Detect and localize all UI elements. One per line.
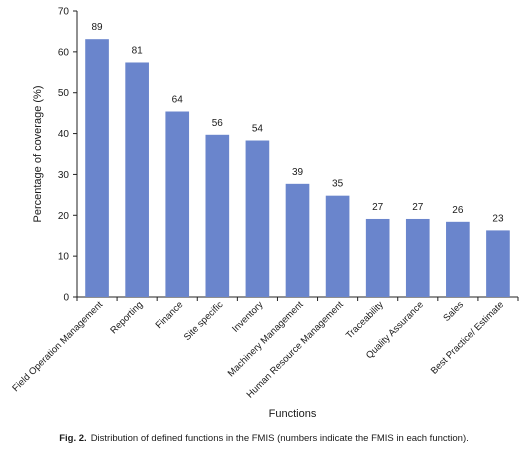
y-tick-label: 40 [58, 129, 70, 140]
figure-caption: Fig. 2. Distribution of defined functions… [0, 433, 528, 444]
data-label: 27 [372, 202, 384, 213]
bar [165, 111, 190, 297]
x-tick-labels: Field Operation Management Reporting Finan… [10, 299, 506, 400]
bars [85, 39, 510, 298]
bar [85, 39, 109, 297]
x-tick-label: Machinery Management [226, 299, 306, 379]
bar [325, 195, 350, 297]
data-labels: 89 81 64 56 54 39 35 27 27 26 23 [91, 22, 503, 224]
y-tick-label: 60 [58, 47, 70, 58]
x-tick-label: Reporting [108, 299, 145, 336]
data-label: 39 [292, 167, 304, 178]
bar [365, 218, 390, 297]
x-tick-label: Best Practice/ Estimate [429, 299, 506, 376]
bar [245, 140, 270, 297]
bar [205, 134, 230, 297]
x-tick-label: Field Operation Management [10, 299, 105, 394]
y-tick-label: 10 [58, 252, 70, 263]
bar [285, 183, 310, 297]
bar [125, 62, 149, 298]
data-label: 64 [172, 95, 184, 106]
y-axis: 0 10 20 30 40 50 60 70 [58, 7, 78, 304]
data-label: 23 [492, 213, 504, 224]
data-label: 81 [132, 45, 144, 56]
data-label: 54 [252, 124, 264, 135]
x-tick-label: Traceability [344, 299, 386, 341]
data-label: 89 [91, 22, 103, 33]
data-label: 26 [452, 205, 464, 216]
x-tick-label: Inventory [230, 299, 266, 335]
figure-caption-text: Distribution of defined functions in the… [90, 433, 469, 444]
y-axis-title: Percentage of coverage (%) [32, 86, 44, 223]
x-tick-label: Finance [154, 299, 186, 331]
y-tick-label: 20 [58, 211, 70, 222]
bar [446, 221, 470, 297]
y-tick-label: 0 [63, 293, 69, 304]
bar [486, 230, 510, 297]
bar [405, 218, 430, 297]
y-tick-label: 70 [58, 7, 70, 18]
x-tick-label: Site specific [182, 299, 226, 343]
data-label: 35 [332, 179, 344, 190]
y-tick-label: 50 [58, 88, 70, 99]
y-tick-label: 30 [58, 170, 70, 181]
figure-caption-label: Fig. 2. [59, 433, 87, 444]
data-label: 56 [212, 118, 224, 129]
data-label: 27 [412, 202, 424, 213]
x-tick-label: Sales [441, 299, 466, 324]
x-axis-title: Functions [269, 408, 317, 420]
